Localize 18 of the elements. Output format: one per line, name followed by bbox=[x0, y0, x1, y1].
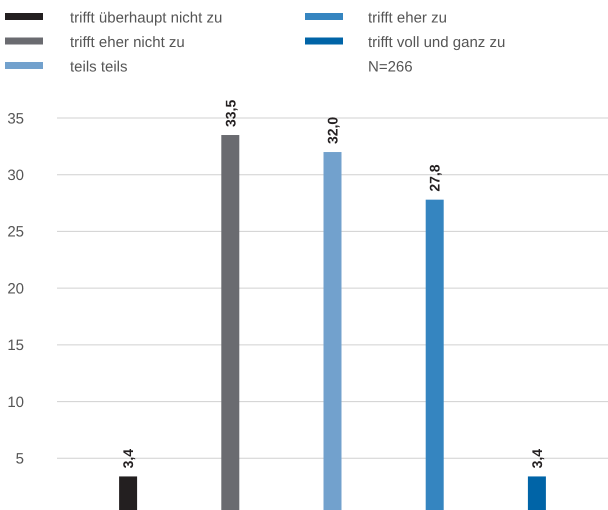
y-tick-label: 15 bbox=[7, 337, 24, 354]
data-label: 3,4 bbox=[528, 448, 545, 468]
text: N=266 bbox=[368, 58, 413, 76]
legend-label: trifft voll und ganz zu bbox=[368, 34, 506, 51]
y-tick-label: 35 bbox=[7, 110, 24, 128]
y-tick-label: 20 bbox=[7, 280, 24, 298]
y-tick-label: 5 bbox=[16, 450, 24, 468]
legend-label: trifft eher nicht zu bbox=[70, 34, 185, 51]
data-label: 27,8 bbox=[426, 164, 443, 192]
y-tick-label: 30 bbox=[7, 166, 24, 184]
legend-label: trifft eher zu bbox=[368, 9, 447, 26]
legend-label: teils teils bbox=[70, 58, 128, 76]
legend-label: trifft überhaupt nicht zu bbox=[70, 9, 222, 26]
data-label: 32,0 bbox=[324, 116, 340, 144]
y-tick-label: 10 bbox=[7, 394, 24, 411]
data-label: 3,4 bbox=[120, 448, 136, 468]
data-label: 33,5 bbox=[222, 100, 238, 128]
y-tick-label: 25 bbox=[7, 224, 24, 241]
